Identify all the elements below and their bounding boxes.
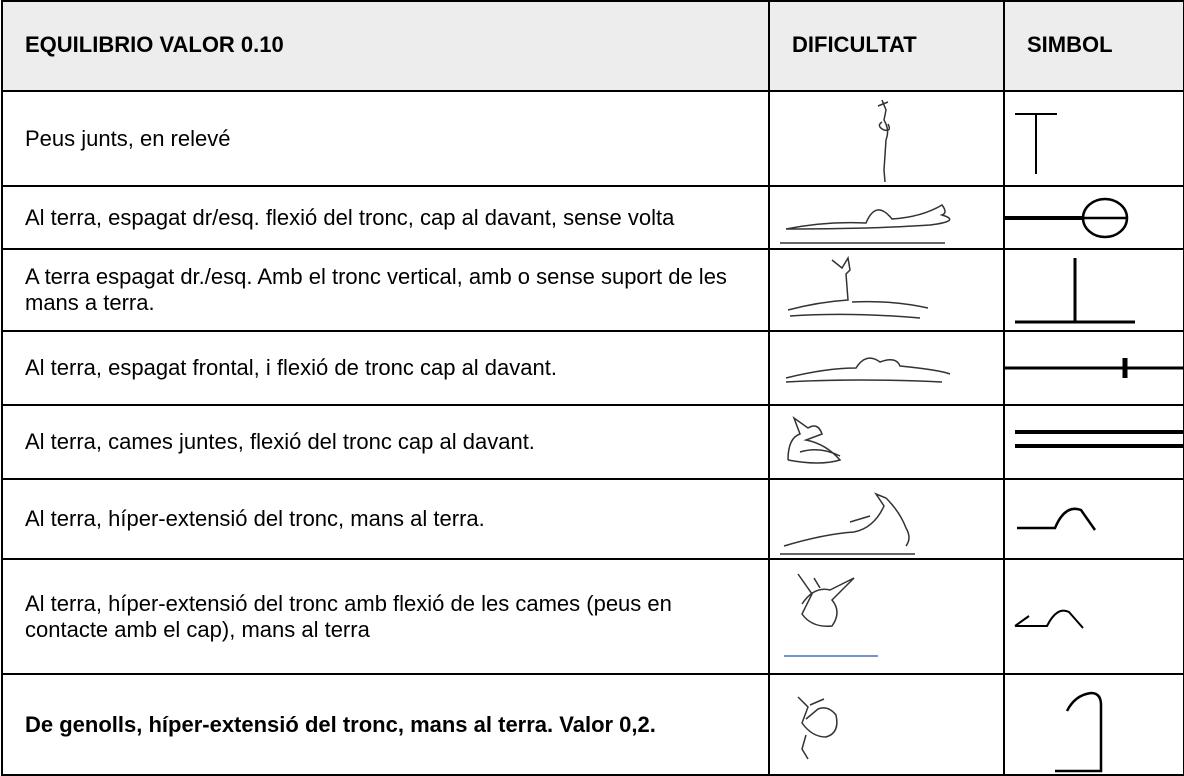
- figure: [768, 90, 1005, 187]
- description: De genolls, híper-extensió del tronc, ma…: [1, 673, 770, 776]
- row: Al terra, espagat frontal, i flexió de t…: [1, 330, 1184, 406]
- description: Al terra, cames juntes, flexió del tronc…: [1, 404, 770, 480]
- row: De genolls, híper-extensió del tronc, ma…: [1, 673, 1184, 776]
- figure: [768, 558, 1005, 675]
- row: Al terra, híper-extensió del tronc amb f…: [1, 558, 1184, 675]
- row: Peus junts, en relevé: [1, 90, 1184, 187]
- symbol: [1003, 478, 1184, 560]
- description: A terra espagat dr./esq. Amb el tronc ve…: [1, 248, 770, 332]
- symbol: [1003, 185, 1184, 250]
- figure: [768, 673, 1005, 776]
- header-row: EQUILIBRIO VALOR 0.10 DIFICULTAT SIMBOL: [1, 0, 1184, 92]
- row: Al terra, cames juntes, flexió del tronc…: [1, 404, 1184, 480]
- figure: [768, 404, 1005, 480]
- symbol: [1003, 90, 1184, 187]
- symbol: [1003, 248, 1184, 332]
- row: A terra espagat dr./esq. Amb el tronc ve…: [1, 248, 1184, 332]
- description: Al terra, espagat frontal, i flexió de t…: [1, 330, 770, 406]
- figure: [768, 478, 1005, 560]
- description: Al terra, híper-extensió del tronc, mans…: [1, 478, 770, 560]
- figure: [768, 330, 1005, 406]
- symbol: [1003, 330, 1184, 406]
- figure: [768, 248, 1005, 332]
- header-cell: DIFICULTAT: [768, 0, 1005, 92]
- description: Al terra, espagat dr/esq. flexió del tro…: [1, 185, 770, 250]
- symbol: [1003, 673, 1184, 776]
- figure: [768, 185, 1005, 250]
- symbol: [1003, 558, 1184, 675]
- description: Al terra, híper-extensió del tronc amb f…: [1, 558, 770, 675]
- description: Peus junts, en relevé: [1, 90, 770, 187]
- header-cell: SIMBOL: [1003, 0, 1184, 92]
- row: Al terra, híper-extensió del tronc, mans…: [1, 478, 1184, 560]
- header-cell: EQUILIBRIO VALOR 0.10: [1, 0, 770, 92]
- row: Al terra, espagat dr/esq. flexió del tro…: [1, 185, 1184, 250]
- symbol: [1003, 404, 1184, 480]
